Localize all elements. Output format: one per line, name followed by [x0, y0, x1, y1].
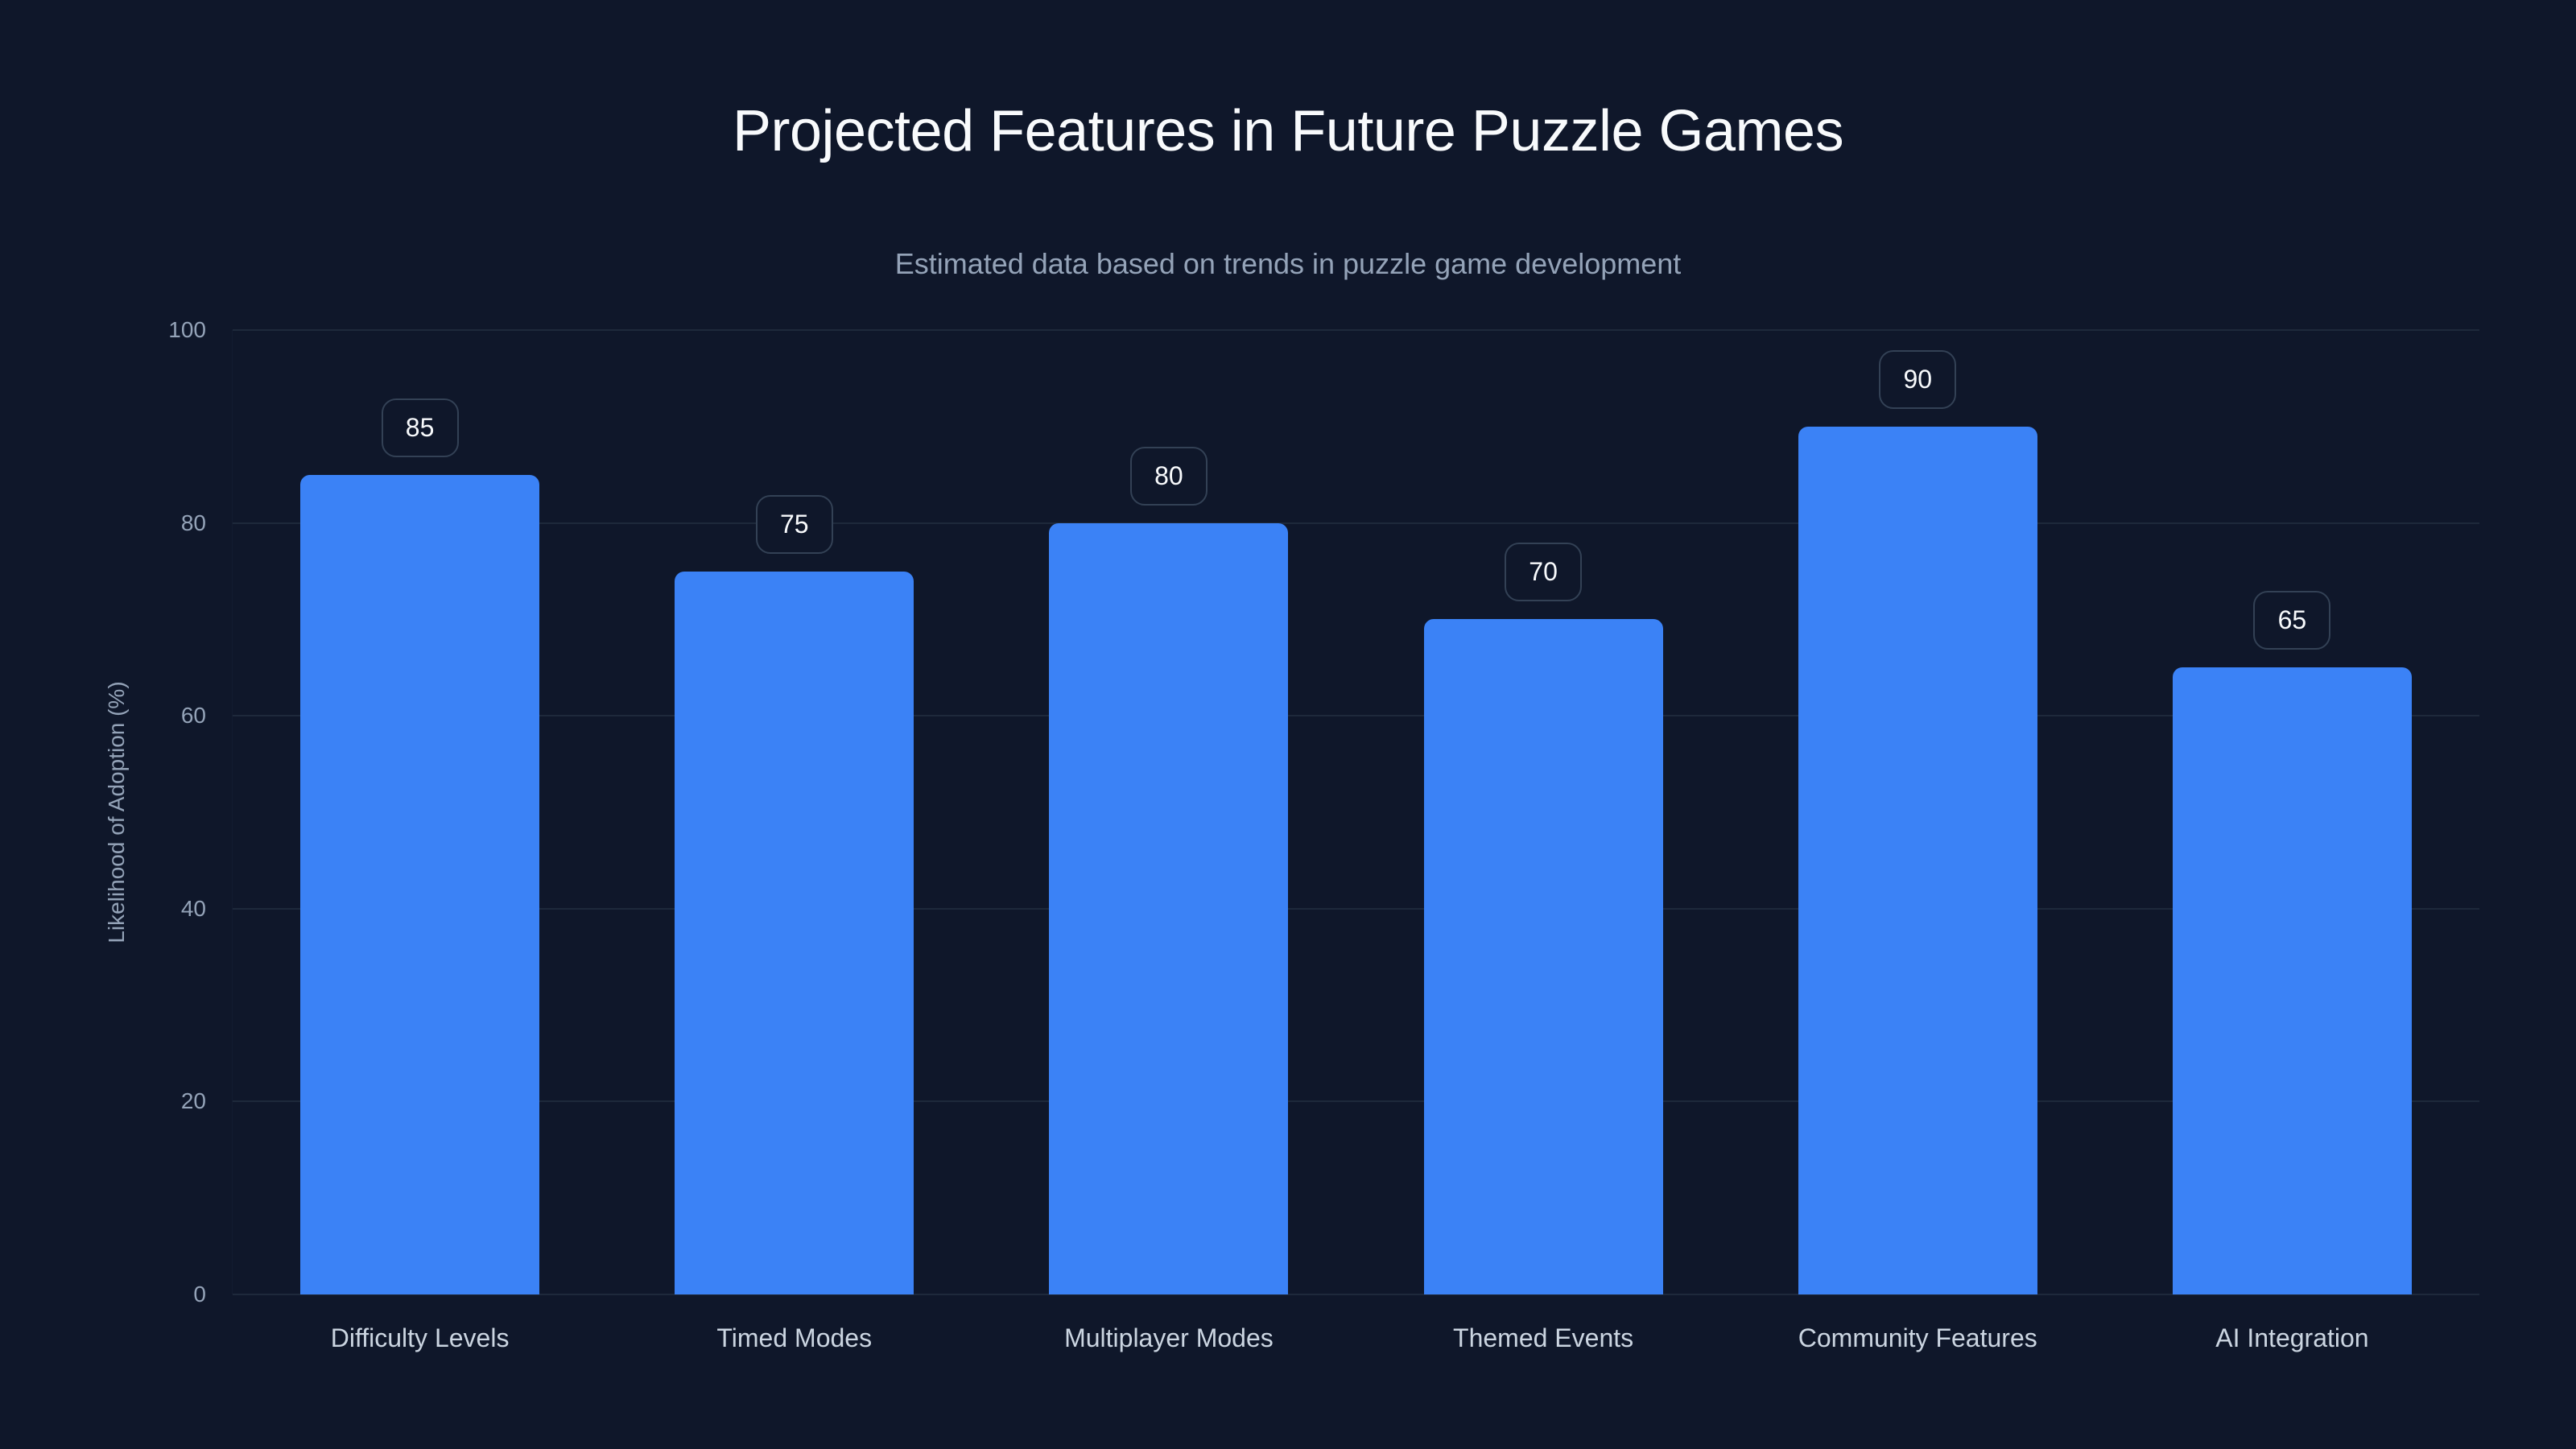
y-tick-label: 60	[180, 703, 206, 729]
chart-subtitle: Estimated data based on trends in puzzle…	[894, 247, 1682, 280]
value-label: 75	[755, 494, 833, 554]
x-category-label: Themed Events	[1453, 1323, 1634, 1352]
value-label: 90	[1879, 349, 1957, 409]
gridline	[233, 522, 2479, 524]
y-axis-line	[232, 330, 233, 1294]
x-category-label: Timed Modes	[716, 1323, 873, 1352]
bar[interactable]	[675, 571, 914, 1294]
value-label: 65	[2253, 591, 2331, 650]
gridline	[233, 907, 2479, 910]
y-tick-label: 100	[168, 317, 206, 342]
bar[interactable]	[2172, 667, 2412, 1294]
value-label: 70	[1505, 543, 1583, 602]
chart-title: Projected Features in Future Puzzle Game…	[732, 99, 1844, 163]
y-tick-label: 20	[180, 1088, 206, 1114]
gridline	[233, 715, 2479, 717]
value-label: 85	[381, 398, 459, 457]
x-category-label: Community Features	[1798, 1323, 2037, 1352]
y-tick-label: 0	[193, 1282, 206, 1307]
value-label: 80	[1129, 446, 1208, 506]
x-category-label: AI Integration	[2215, 1323, 2369, 1352]
plot-area: 85 75 80 70 90 65	[233, 329, 2479, 1295]
y-tick-label: 80	[180, 510, 206, 535]
gridline	[233, 1100, 2479, 1103]
gridline	[233, 1294, 2479, 1295]
bar[interactable]	[300, 474, 540, 1294]
bar[interactable]	[1049, 522, 1289, 1294]
x-category-label: Difficulty Levels	[330, 1323, 510, 1352]
gridline	[233, 329, 2479, 331]
bar[interactable]	[1423, 619, 1663, 1294]
x-category-label: Multiplayer Modes	[1064, 1323, 1274, 1352]
bar[interactable]	[1798, 426, 2037, 1294]
y-tick-label: 40	[180, 895, 206, 921]
